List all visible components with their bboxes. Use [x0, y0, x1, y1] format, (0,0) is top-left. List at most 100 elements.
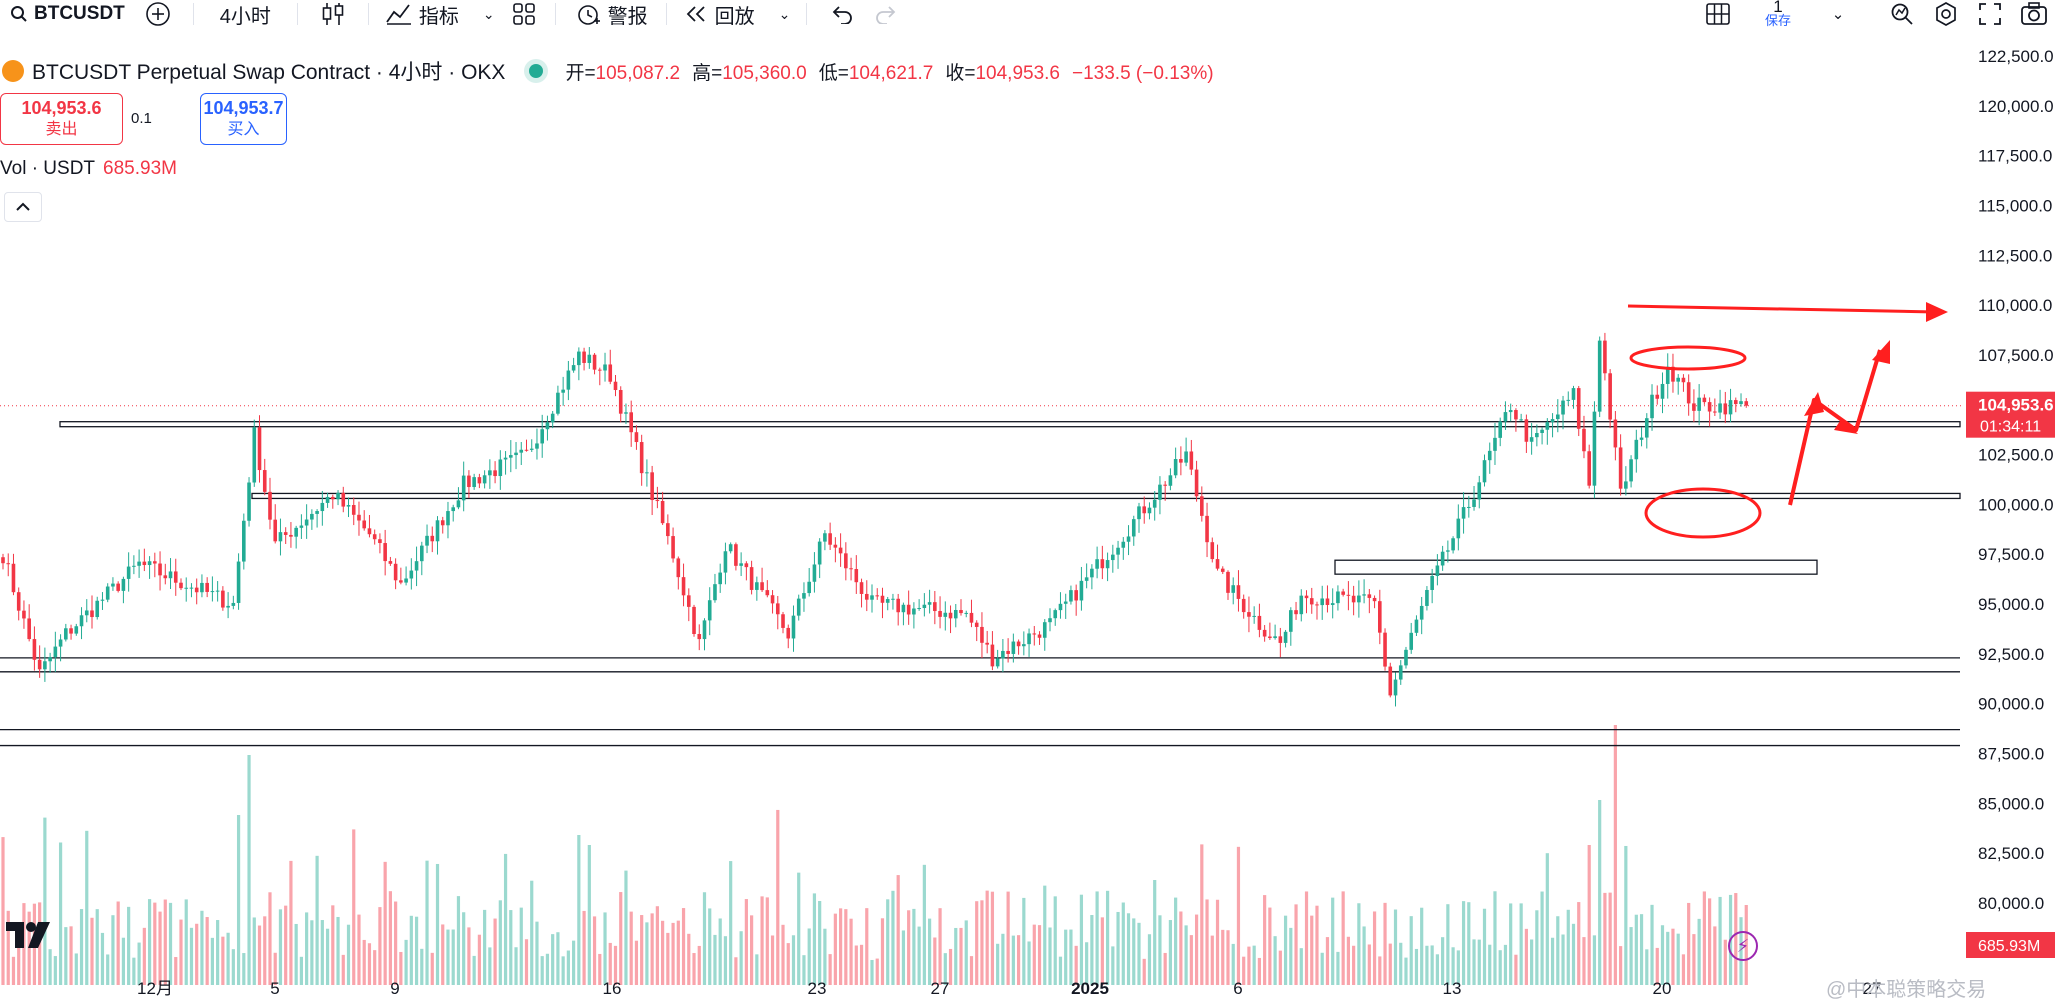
candle-body: [1158, 484, 1162, 500]
close-value: 104,953.6: [975, 62, 1060, 84]
volume-bar: [1352, 945, 1356, 985]
candle-body: [597, 369, 602, 371]
candle-body: [158, 563, 162, 576]
volume-bar: [954, 927, 958, 985]
sell-price: 104,953.6: [21, 98, 102, 118]
chevron-down-icon[interactable]: ⌄: [482, 5, 495, 22]
camera-icon[interactable]: [2017, 0, 2051, 28]
volume-bar: [69, 926, 73, 985]
volume-bar: [655, 906, 659, 985]
candle-body: [927, 602, 932, 605]
chart-legend: BTCUSDT Perpetual Swap Contract · 4小时 · …: [0, 56, 1226, 86]
interval-selector[interactable]: 4小时: [219, 5, 271, 28]
candle-body: [692, 606, 696, 635]
candle-body: [1545, 422, 1550, 430]
candle-body: [1325, 598, 1330, 605]
sell-label: 卖出: [45, 121, 78, 138]
candle-body: [1686, 382, 1691, 404]
replay-button[interactable]: 回放 ⌄: [671, 0, 803, 28]
tradingview-logo: [4, 918, 54, 952]
volume-bar: [305, 912, 309, 985]
candle-body: [1425, 589, 1429, 606]
compare-add-icon[interactable]: [141, 0, 175, 28]
candle-body: [1644, 418, 1649, 438]
candles-icon[interactable]: [316, 0, 350, 28]
candle-body: [948, 612, 953, 619]
market-status-icon[interactable]: [529, 64, 544, 78]
fullscreen-icon[interactable]: [1973, 0, 2007, 28]
redo-icon[interactable]: [869, 0, 903, 28]
quick-search-icon[interactable]: [1885, 0, 1919, 28]
candle-body: [1692, 403, 1696, 411]
candle-body: [535, 443, 539, 449]
volume-bar: [1325, 937, 1330, 985]
volume-bar: [770, 935, 775, 985]
candle-body: [519, 449, 524, 453]
symbol-search[interactable]: BTCUSDT: [0, 0, 135, 28]
undo-icon[interactable]: [825, 0, 859, 28]
chevron-down-icon[interactable]: ⌄: [1831, 6, 1845, 23]
volume-bar: [556, 932, 560, 985]
candle-body: [430, 535, 435, 542]
order-quantity[interactable]: 0.1: [131, 110, 152, 127]
candle-body: [1357, 595, 1361, 603]
save-button[interactable]: 1 保存: [1765, 0, 1791, 28]
volume-bar: [859, 944, 864, 985]
candle-body: [1283, 631, 1288, 643]
chevron-down-icon[interactable]: ⌄: [778, 5, 791, 22]
layout-table-icon[interactable]: [1701, 0, 1735, 28]
volume-bar: [697, 945, 701, 985]
volume-bar: [451, 929, 455, 985]
layout-grid-icon[interactable]: [507, 0, 541, 28]
volume-bar: [1299, 948, 1303, 985]
candle-body: [467, 475, 471, 488]
candle-body: [1163, 484, 1167, 486]
volume-bar: [734, 957, 738, 985]
candle-body: [901, 604, 906, 613]
candle-body: [796, 598, 801, 616]
volume-bar: [1561, 934, 1565, 985]
volume-bar: [1441, 937, 1445, 985]
volume-bar: [1477, 939, 1481, 985]
candle-body: [765, 590, 770, 596]
volume-bar: [844, 909, 848, 985]
candle-body: [1074, 590, 1078, 601]
candle-body: [200, 582, 204, 593]
settings-icon[interactable]: [1929, 0, 1963, 28]
buy-button[interactable]: 104,953.7 买入: [200, 93, 287, 145]
volume-bar: [1184, 925, 1188, 985]
volume-bar: [74, 953, 78, 985]
collapse-legend-button[interactable]: [4, 192, 42, 222]
candle-body: [1383, 632, 1387, 667]
sell-button[interactable]: 104,953.6 卖出: [0, 93, 123, 145]
volume-bar: [1357, 903, 1361, 985]
volume-bar: [1430, 945, 1434, 985]
volume-bar: [1708, 898, 1712, 985]
candle-body: [1069, 590, 1073, 602]
lightning-icon[interactable]: ⚡: [1728, 931, 1758, 961]
indicators-button[interactable]: 指标 ⌄: [373, 0, 507, 28]
candle-body: [760, 582, 764, 591]
candle-body: [74, 626, 79, 634]
volume-bar: [676, 920, 680, 985]
volume-bar: [388, 891, 392, 985]
volume-bar: [174, 957, 178, 985]
candle-body: [807, 581, 811, 594]
volume-bar: [1022, 897, 1026, 985]
low-value: 104,621.7: [848, 62, 934, 84]
candle-body: [1660, 383, 1665, 399]
volume-bar: [1163, 952, 1167, 985]
volume-bar: [1650, 904, 1654, 985]
price-tick-label: 100,000.0: [1978, 495, 2054, 514]
volume-bar: [781, 924, 785, 985]
alert-button[interactable]: 警报: [560, 0, 662, 28]
volume-bar: [870, 959, 874, 985]
volume-bar: [1598, 800, 1602, 985]
volume-bar: [922, 864, 926, 985]
volume-bar: [1425, 945, 1429, 985]
candle-body: [969, 612, 974, 623]
candle-body: [624, 412, 628, 414]
volume-bar: [629, 911, 633, 985]
time-tick-label: 27: [931, 979, 950, 998]
